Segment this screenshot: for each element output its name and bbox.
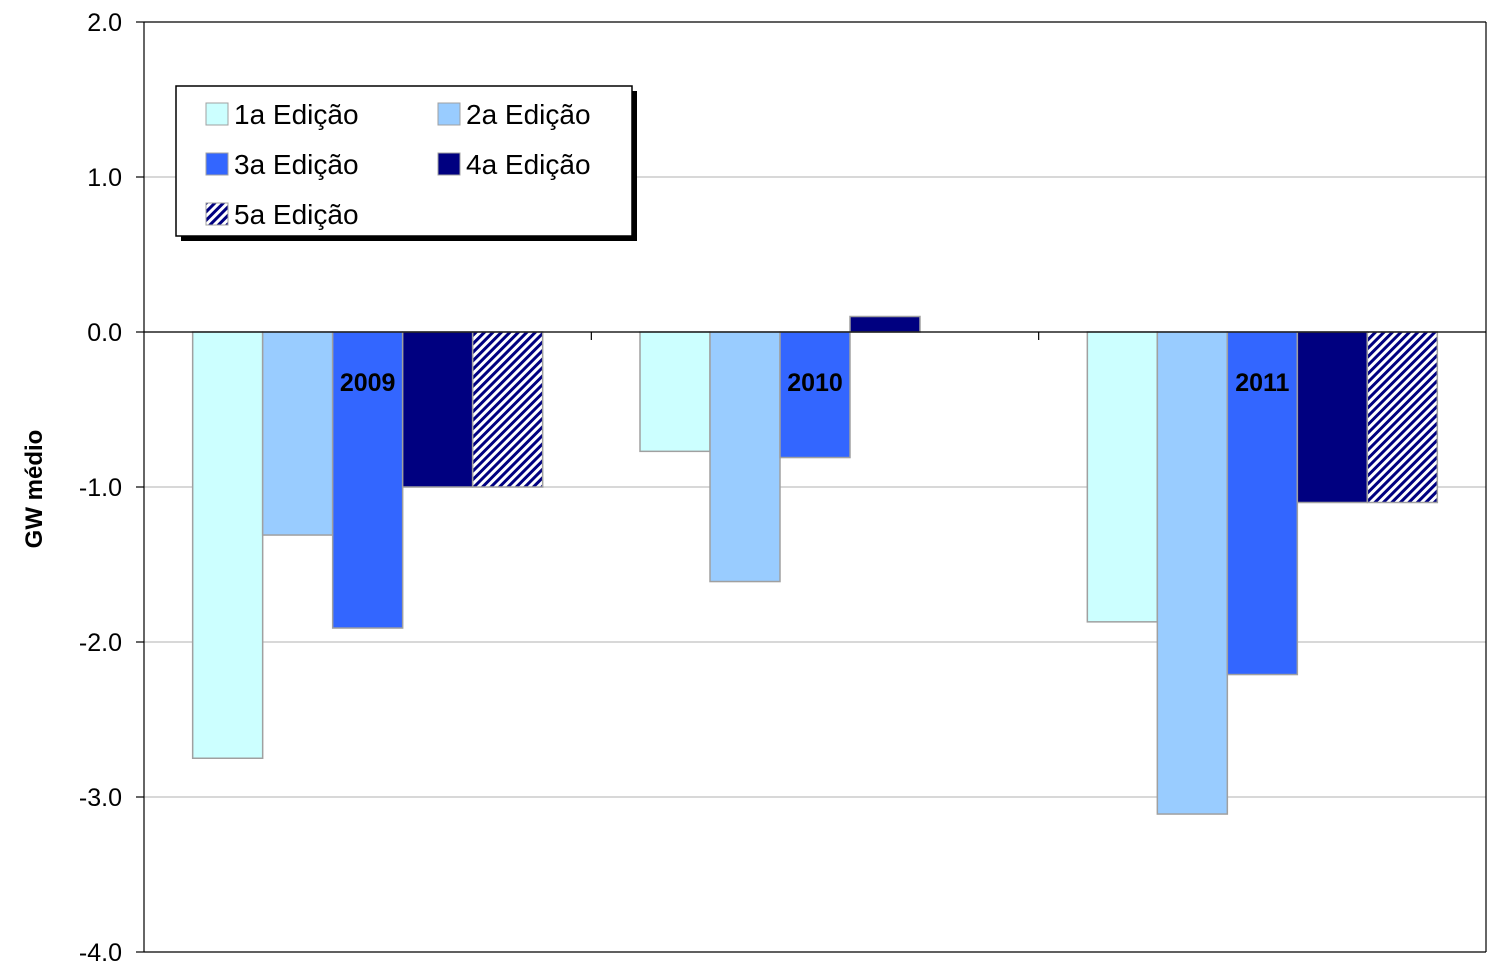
category-label: 2009 (340, 369, 396, 397)
y-tick-label: -1.0 (79, 474, 122, 502)
bar-2011-2 (1156, 331, 1229, 815)
bar-2009-4 (401, 331, 474, 488)
bar-2011-1 (1086, 331, 1159, 623)
legend-box (175, 85, 633, 237)
bar-2010-1 (639, 331, 711, 453)
bar-2011-4 (1296, 331, 1369, 504)
legend-label: 5a Edição (234, 199, 359, 230)
bar-2011-5 (1366, 331, 1439, 504)
legend-swatch (205, 202, 229, 226)
y-tick-label: -2.0 (79, 629, 122, 657)
y-tick-label: 0.0 (87, 319, 122, 347)
legend-swatch (437, 102, 461, 126)
y-tick-label: 1.0 (87, 164, 122, 192)
legend-swatch (205, 152, 229, 176)
bar-2009-1 (191, 331, 264, 759)
bar-2009-2 (261, 331, 334, 536)
legend-swatch (437, 152, 461, 176)
legend-label: 3a Edição (234, 149, 359, 180)
bar-2011-3 (1226, 331, 1299, 676)
legend-label: 4a Edição (466, 149, 591, 180)
category-label: 2011 (1235, 369, 1289, 397)
y-tick-labels: 2.0 1.0 0.0 -1.0 -2.0 -3.0 -4.0 (79, 9, 122, 965)
axes (136, 21, 1487, 953)
category-labels: 2009 2010 2011 (340, 369, 1290, 397)
bar-2010-2 (709, 331, 781, 583)
y-axis-title: GW médio (21, 430, 48, 549)
y-tick-label: -3.0 (79, 784, 122, 812)
category-label: 2010 (787, 369, 843, 397)
bar-2010-4 (849, 315, 921, 333)
y-tick-label: -4.0 (79, 939, 122, 965)
bars (191, 315, 1439, 815)
legend-swatch (205, 102, 229, 126)
y-tick-label: 2.0 (87, 9, 122, 37)
bar-2010-3 (779, 331, 851, 459)
bar-2009-5 (471, 331, 544, 488)
legend: 1a Edição 2a Edição 3a Edição 4a Edição 5a E… (175, 85, 637, 241)
legend-label: 1a Edição (234, 99, 359, 130)
legend-label: 2a Edição (466, 99, 591, 130)
